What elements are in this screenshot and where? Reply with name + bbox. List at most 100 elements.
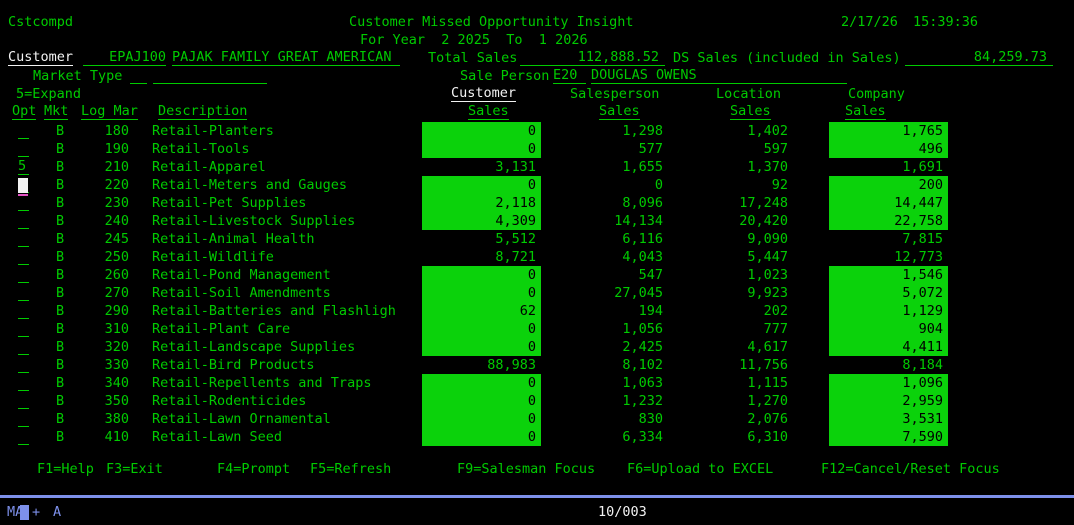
opt-input[interactable]	[18, 212, 29, 229]
customer-sales-value: 0	[422, 374, 541, 392]
mkt-value: B	[56, 213, 65, 229]
col-header-location: Location	[716, 86, 782, 102]
opt-input[interactable]	[18, 122, 29, 139]
logmar-value: 270	[104, 285, 129, 301]
customer-name-field[interactable]: PAJAK FAMILY GREAT AMERICAN	[172, 49, 400, 66]
fkey-f6: F6=Upload to EXCEL	[627, 461, 774, 477]
table-row: B 340 Retail-Repellents and Traps 0 1,06…	[0, 374, 1074, 392]
location-sales-value: 1,270	[747, 393, 788, 409]
customer-sales-value: 0	[422, 122, 541, 140]
fkey-f3: F3=Exit	[106, 461, 163, 477]
col-header-description: Description	[158, 103, 248, 120]
customer-sales-value: 5,512	[495, 231, 536, 247]
opt-input[interactable]	[18, 284, 29, 301]
market-type-desc-field[interactable]	[153, 67, 267, 84]
mkt-value: B	[56, 411, 65, 427]
subtitle-line: For Year 2 2025 To 1 2026	[0, 31, 1074, 49]
opportunity-table: B 180 Retail-Planters 0 1,298 1,402 1,76…	[0, 122, 1074, 446]
logmar-value: 230	[104, 195, 129, 211]
description-value: Retail-Planters	[152, 123, 274, 139]
salesperson-sales-value: 1,056	[622, 321, 663, 337]
logmar-value: 220	[104, 177, 129, 193]
opt-input[interactable]	[18, 356, 29, 373]
opt-input[interactable]	[18, 248, 29, 265]
opt-input[interactable]	[18, 194, 29, 211]
fkey-f5: F5=Refresh	[310, 461, 392, 477]
table-row: B 410 Retail-Lawn Seed 0 6,334 6,310 7,5…	[0, 428, 1074, 446]
sale-person-label: Sale Person	[460, 68, 550, 84]
salesperson-sales-value: 577	[638, 141, 663, 157]
location-sales-value: 1,115	[747, 375, 788, 391]
logmar-value: 330	[104, 357, 129, 373]
description-value: Retail-Landscape Supplies	[152, 339, 356, 355]
header-line-1: 5=Expand Customer Salesperson Location C…	[0, 85, 1074, 103]
location-sales-value: 20,420	[739, 213, 788, 229]
table-row: B 270 Retail-Soil Amendments 0 27,045 9,…	[0, 284, 1074, 302]
logmar-value: 180	[104, 123, 129, 139]
company-sales-value: 2,959	[829, 392, 948, 410]
opt-input[interactable]	[18, 374, 29, 391]
location-sales-value: 4,617	[747, 339, 788, 355]
sale-person-name-field[interactable]: DOUGLAS OWENS	[591, 67, 847, 84]
customer-sales-value: 62	[422, 302, 541, 320]
title-line: Cstcompd Customer Missed Opportunity Ins…	[0, 13, 1074, 31]
logmar-value: 380	[104, 411, 129, 427]
description-value: Retail-Rodenticides	[152, 393, 307, 409]
mkt-value: B	[56, 285, 65, 301]
table-row: B 380 Retail-Lawn Ornamental 0 830 2,076…	[0, 410, 1074, 428]
location-sales-value: 92	[771, 177, 788, 193]
col-header-salesperson-sales: Sales	[599, 103, 640, 120]
logmar-value: 250	[104, 249, 129, 265]
company-sales-value: 7,590	[829, 428, 948, 446]
sale-person-code-field[interactable]: E20	[553, 67, 586, 84]
opt-input[interactable]: 5	[18, 158, 29, 175]
salesperson-sales-value: 27,045	[614, 285, 663, 301]
opt-input[interactable]	[18, 230, 29, 247]
description-value: Retail-Lawn Seed	[152, 429, 283, 445]
text-cursor	[18, 178, 28, 193]
table-row: B 350 Retail-Rodenticides 0 1,232 1,270 …	[0, 392, 1074, 410]
opt-input[interactable]	[18, 338, 29, 355]
opt-input[interactable]	[18, 392, 29, 409]
salesperson-sales-value: 1,063	[622, 375, 663, 391]
opt-input[interactable]	[18, 410, 29, 427]
company-sales-value: 7,815	[902, 231, 943, 247]
for-year-subtitle: For Year 2 2025 To 1 2026	[360, 32, 588, 48]
header-line-2: Opt Mkt Log Mar Description Sales Sales …	[0, 103, 1074, 121]
description-value: Retail-Livestock Supplies	[152, 213, 356, 229]
company-sales-value: 5,072	[829, 284, 948, 302]
location-sales-value: 1,402	[747, 123, 788, 139]
fkey-f4: F4=Prompt	[217, 461, 291, 477]
opt-input[interactable]	[18, 302, 29, 319]
customer-sales-value: 0	[422, 140, 541, 158]
opt-input[interactable]	[18, 140, 29, 157]
col-header-mkt: Mkt	[44, 103, 69, 120]
customer-sales-value: 4,309	[422, 212, 541, 230]
customer-sales-value: 2,118	[422, 194, 541, 212]
col-header-logmar: Log Mar	[81, 103, 138, 120]
logmar-value: 210	[104, 159, 129, 175]
mkt-value: B	[56, 357, 65, 373]
mkt-value: B	[56, 375, 65, 391]
logmar-value: 240	[104, 213, 129, 229]
location-sales-value: 9,090	[747, 231, 788, 247]
customer-sales-value: 0	[422, 428, 541, 446]
customer-sales-value: 0	[422, 320, 541, 338]
customer-code-field[interactable]: EPAJ100	[83, 49, 166, 66]
location-sales-value: 6,310	[747, 429, 788, 445]
salesperson-sales-value: 0	[654, 177, 663, 193]
salesperson-sales-value: 194	[638, 303, 663, 319]
oia-status-bar: MA + A 10/003	[0, 503, 1074, 523]
table-row: 5 B 210 Retail-Apparel 3,131 1,655 1,370…	[0, 158, 1074, 176]
col-header-salesperson: Salesperson	[570, 86, 660, 102]
market-type-code-field[interactable]	[130, 67, 147, 84]
salesperson-sales-value: 8,096	[622, 195, 663, 211]
location-sales-value: 1,370	[747, 159, 788, 175]
function-key-line: F1=Help F3=Exit F4=Prompt F5=Refresh F9=…	[0, 460, 1074, 478]
customer-sales-value: 0	[422, 338, 541, 356]
opt-input[interactable]	[18, 266, 29, 283]
opt-input[interactable]	[18, 320, 29, 337]
opt-input[interactable]	[18, 428, 29, 445]
company-sales-value: 1,129	[829, 302, 948, 320]
customer-sales-value: 88,983	[487, 357, 536, 373]
